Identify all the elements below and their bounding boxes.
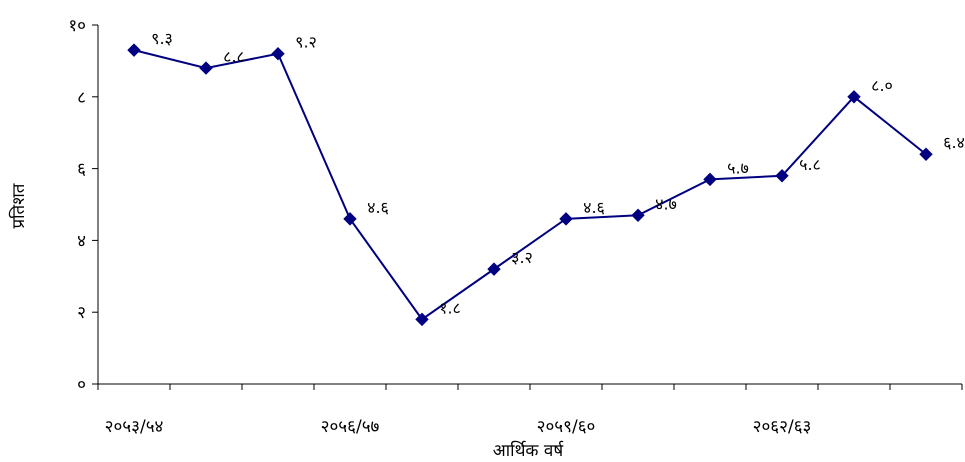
x-tick-label: २०५६/५७ xyxy=(321,417,380,437)
data-label: ८.८ xyxy=(223,47,245,66)
data-label: ५.८ xyxy=(799,155,821,174)
y-tick-label: ६ xyxy=(77,160,86,180)
data-point-marker xyxy=(487,262,501,276)
x-tick-label: २०६२/६३ xyxy=(753,417,812,437)
data-point-marker xyxy=(271,47,285,61)
data-label: ४.६ xyxy=(367,198,389,217)
x-axis: २०५३/५४ २०५६/५७ २०५९/६० २०६२/६३ xyxy=(97,383,963,437)
y-axis: ० २ ४ ६ ८ १० xyxy=(68,16,99,395)
x-tick-label: २०५९/६० xyxy=(537,417,596,437)
series-line xyxy=(133,49,927,321)
data-label: ९.२ xyxy=(295,33,317,52)
data-label: ३.२ xyxy=(511,248,533,267)
data-point-marker xyxy=(775,169,789,183)
data-point-marker xyxy=(559,212,573,226)
y-tick-label: १० xyxy=(68,16,86,36)
y-tick-label: ४ xyxy=(77,231,86,251)
y-axis-title: प्रतिशत xyxy=(8,183,29,228)
data-label: ४.७ xyxy=(655,194,677,213)
data-point-marker xyxy=(847,90,861,104)
data-label: ९.३ xyxy=(151,29,173,48)
y-tick-label: ८ xyxy=(77,88,86,108)
data-point-marker xyxy=(703,172,717,187)
x-tick-label: २०५३/५४ xyxy=(105,417,164,437)
data-label: ८.० xyxy=(871,76,893,95)
data-label: १.८ xyxy=(439,298,461,317)
data-point-marker xyxy=(127,43,141,57)
y-tick-label: २ xyxy=(77,303,86,323)
data-label: ६.४ xyxy=(943,133,965,152)
y-tick-label: ० xyxy=(77,375,86,395)
data-label: ४.६ xyxy=(583,198,605,217)
data-point-marker xyxy=(199,61,213,75)
data-labels: ९.३ ८.८ ९.२ ४.६ १.८ ३.२ ४.६ ४.७ ५.७ ५.८ ८.० ६.४ xyxy=(151,29,965,317)
data-point-marker xyxy=(415,312,429,327)
data-label: ५.७ xyxy=(727,158,749,177)
data-point-marker xyxy=(631,208,645,222)
data-point-marker xyxy=(919,147,933,161)
data-point-marker xyxy=(343,212,357,226)
series xyxy=(127,43,933,327)
x-axis-title: आर्थिक वर्ष xyxy=(493,440,565,461)
